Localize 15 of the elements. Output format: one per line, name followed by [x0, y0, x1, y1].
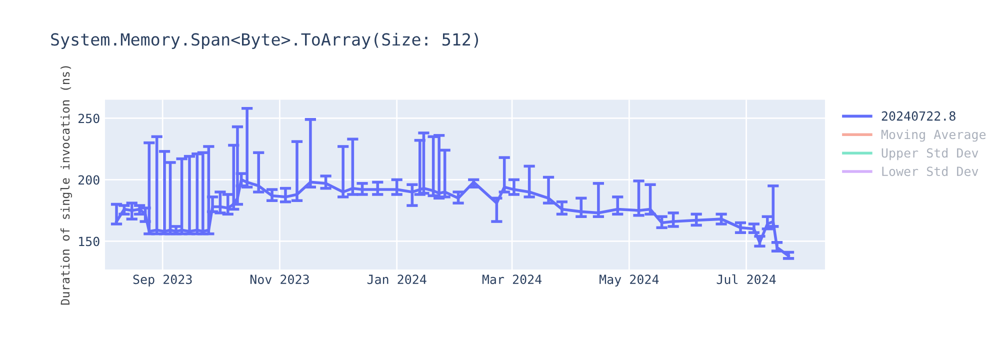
y-tick-label: 200: [78, 175, 100, 185]
chart-title: System.Memory.Span<Byte>.ToArray(Size: 512): [51, 32, 478, 49]
y-axis-title: Duration of single invocation (ns): [60, 66, 72, 305]
legend-label: 20240722.8: [882, 111, 956, 121]
x-tick-label: Sep 2023: [133, 274, 192, 287]
x-tick-label: Nov 2023: [250, 274, 309, 284]
legend-label: Upper Std Dev: [882, 148, 978, 160]
x-tick-label: Jan 2024: [367, 274, 426, 284]
y-tick-label: 250: [78, 114, 100, 124]
x-tick-label: Jul 2024: [716, 274, 776, 284]
x-tick-label: Mar 2024: [482, 274, 542, 284]
y-tick-label: 150: [79, 236, 100, 246]
x-tick-label: May 2024: [600, 274, 659, 287]
legend-label: Moving Average: [881, 129, 986, 142]
legend-label: Lower Std Dev: [882, 166, 978, 176]
